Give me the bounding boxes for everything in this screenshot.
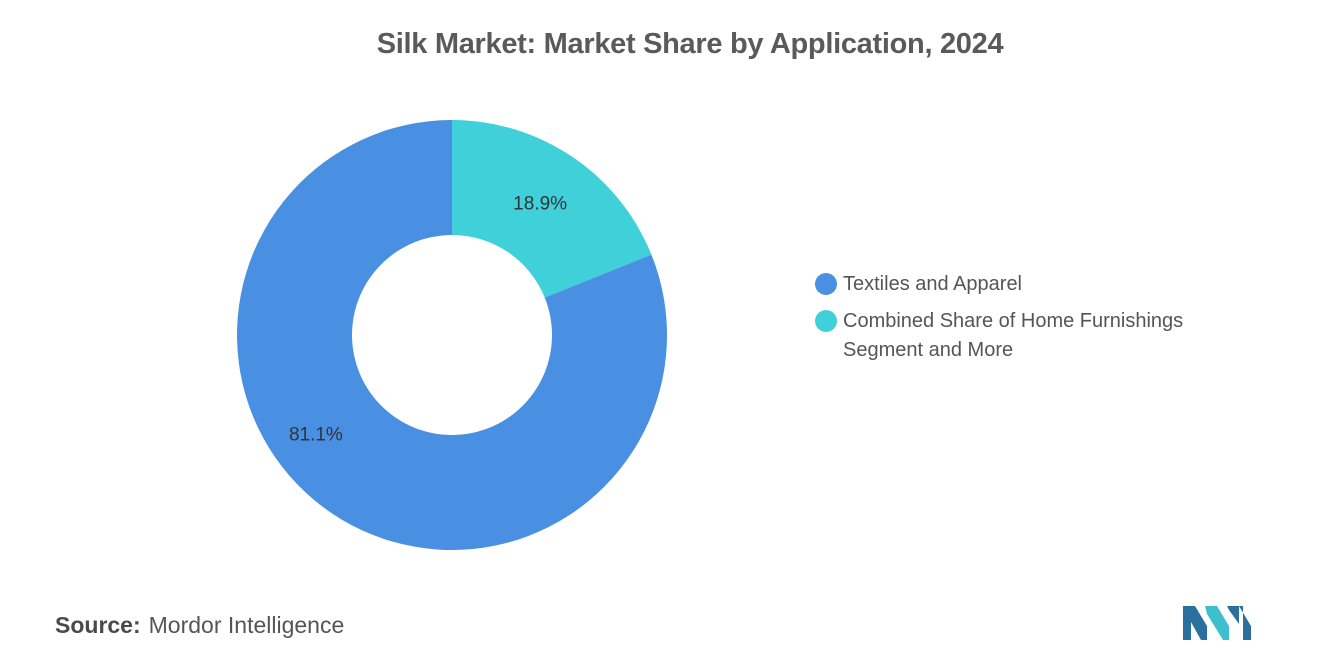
donut-slice-0: [236, 120, 668, 550]
chart-title: Silk Market: Market Share by Application…: [376, 28, 1004, 60]
donut-slices: [236, 120, 668, 550]
donut-slice-1: [452, 120, 652, 298]
mordor-intelligence-logo-icon: [1183, 602, 1251, 645]
source-value: Mordor Intelligence: [148, 612, 345, 638]
legend-item-home-furnishings: Combined Share of Home Furnishings Segme…: [815, 307, 1235, 365]
legend-item-textiles: Textiles and Apparel: [815, 270, 1235, 299]
donut-labels: 18.9% 81.1%: [289, 193, 567, 445]
legend-swatch-icon: [815, 273, 837, 295]
chart-legend: Textiles and Apparel Combined Share of H…: [815, 270, 1235, 373]
legend-swatch-icon: [815, 310, 837, 332]
source-label: Source:: [55, 612, 141, 638]
legend-label: Textiles and Apparel: [843, 273, 1023, 295]
source-line: Source: Mordor Intelligence: [55, 612, 344, 639]
data-label-1: 18.9%: [513, 193, 567, 214]
data-label-0: 81.1%: [289, 425, 343, 446]
legend-label: Combined Share of Home Furnishings Segme…: [843, 310, 1184, 361]
